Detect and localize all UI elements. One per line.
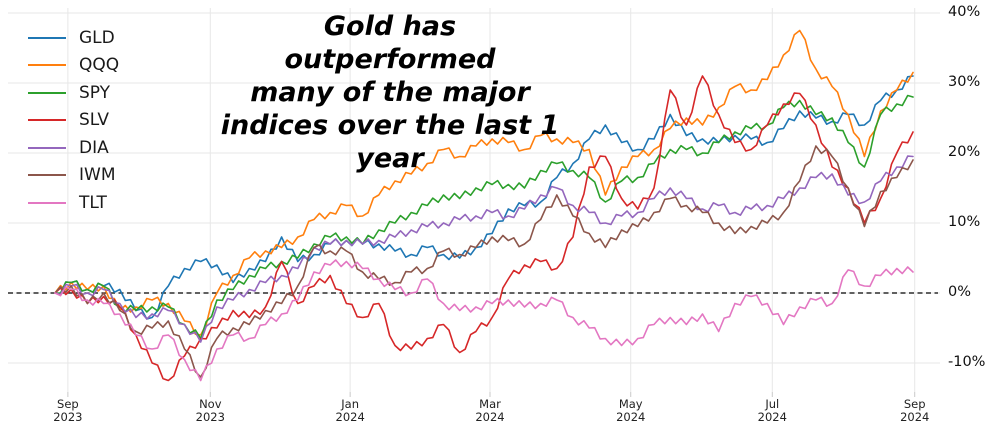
legend-item-iwm: IWM — [28, 162, 119, 190]
series-line-gld — [54, 75, 914, 320]
x-tick-month: Sep — [57, 397, 79, 411]
y-tick-label: 0% — [948, 284, 972, 300]
legend: GLD QQQ SPY SLV DIA IWM TLT — [28, 24, 119, 217]
series-line-slv — [54, 75, 914, 382]
x-tick-year: 2024 — [616, 410, 646, 424]
x-tick-month: May — [618, 397, 643, 411]
legend-item-spy: SPY — [28, 79, 119, 107]
series-line-dia — [54, 155, 914, 343]
x-tick-year: 2024 — [900, 410, 930, 424]
x-tick-month: Jan — [341, 397, 359, 411]
legend-swatch-gld — [28, 36, 66, 39]
x-tick-month: Mar — [479, 397, 501, 411]
legend-label: DIA — [79, 137, 109, 158]
legend-label: SPY — [79, 82, 111, 103]
series-line-tlt — [54, 259, 914, 382]
x-tick-month: Jul — [765, 397, 780, 411]
legend-label: GLD — [79, 27, 115, 48]
series-line-iwm — [54, 145, 914, 378]
legend-swatch-slv — [28, 119, 66, 122]
x-tick-label: Sep 2023 — [28, 398, 108, 424]
legend-item-tlt: TLT — [28, 189, 119, 217]
title-line-3: indices over the last 1 — [220, 110, 560, 141]
y-tick-label: 20% — [948, 144, 981, 160]
x-tick-month: Sep — [903, 397, 926, 411]
series-line-spy — [54, 94, 914, 340]
y-tick-label: 30% — [948, 74, 981, 90]
x-tick-label: Sep 2024 — [875, 398, 955, 424]
legend-label: TLT — [79, 192, 107, 213]
legend-swatch-dia — [28, 146, 66, 149]
legend-item-slv: SLV — [28, 107, 119, 135]
x-tick-label: May 2024 — [591, 398, 671, 424]
x-tick-label: Jul 2024 — [732, 398, 812, 424]
legend-item-gld: GLD — [28, 24, 119, 52]
legend-swatch-iwm — [28, 174, 66, 177]
legend-item-qqq: QQQ — [28, 52, 119, 80]
y-tick-label: -10% — [948, 354, 986, 370]
x-tick-label: Mar 2024 — [450, 398, 530, 424]
legend-label: QQQ — [79, 55, 120, 76]
x-tick-year: 2024 — [335, 410, 365, 424]
title-line-4: year — [356, 143, 424, 174]
legend-swatch-tlt — [28, 201, 66, 204]
grid-lines — [8, 8, 940, 392]
legend-swatch-spy — [28, 91, 66, 94]
x-tick-year: 2024 — [475, 410, 505, 424]
legend-label: SLV — [79, 110, 110, 131]
axis-tick-marks — [67, 392, 916, 397]
chart-title: Gold has outperformed many of the major … — [215, 10, 565, 175]
legend-label: IWM — [79, 165, 116, 186]
series-lines — [54, 29, 914, 382]
x-tick-month: Nov — [199, 397, 222, 411]
legend-swatch-qqq — [28, 64, 66, 67]
y-tick-label: 10% — [948, 214, 981, 230]
x-tick-year: 2024 — [757, 410, 787, 424]
x-tick-label: Nov 2023 — [170, 398, 250, 424]
legend-item-dia: DIA — [28, 134, 119, 162]
x-tick-year: 2023 — [53, 410, 83, 424]
title-line-1: Gold has outperformed — [284, 11, 496, 75]
x-tick-label: Jan 2024 — [310, 398, 390, 424]
x-tick-year: 2023 — [195, 410, 225, 424]
title-line-2: many of the major — [250, 77, 530, 108]
y-tick-label: 40% — [948, 4, 981, 20]
